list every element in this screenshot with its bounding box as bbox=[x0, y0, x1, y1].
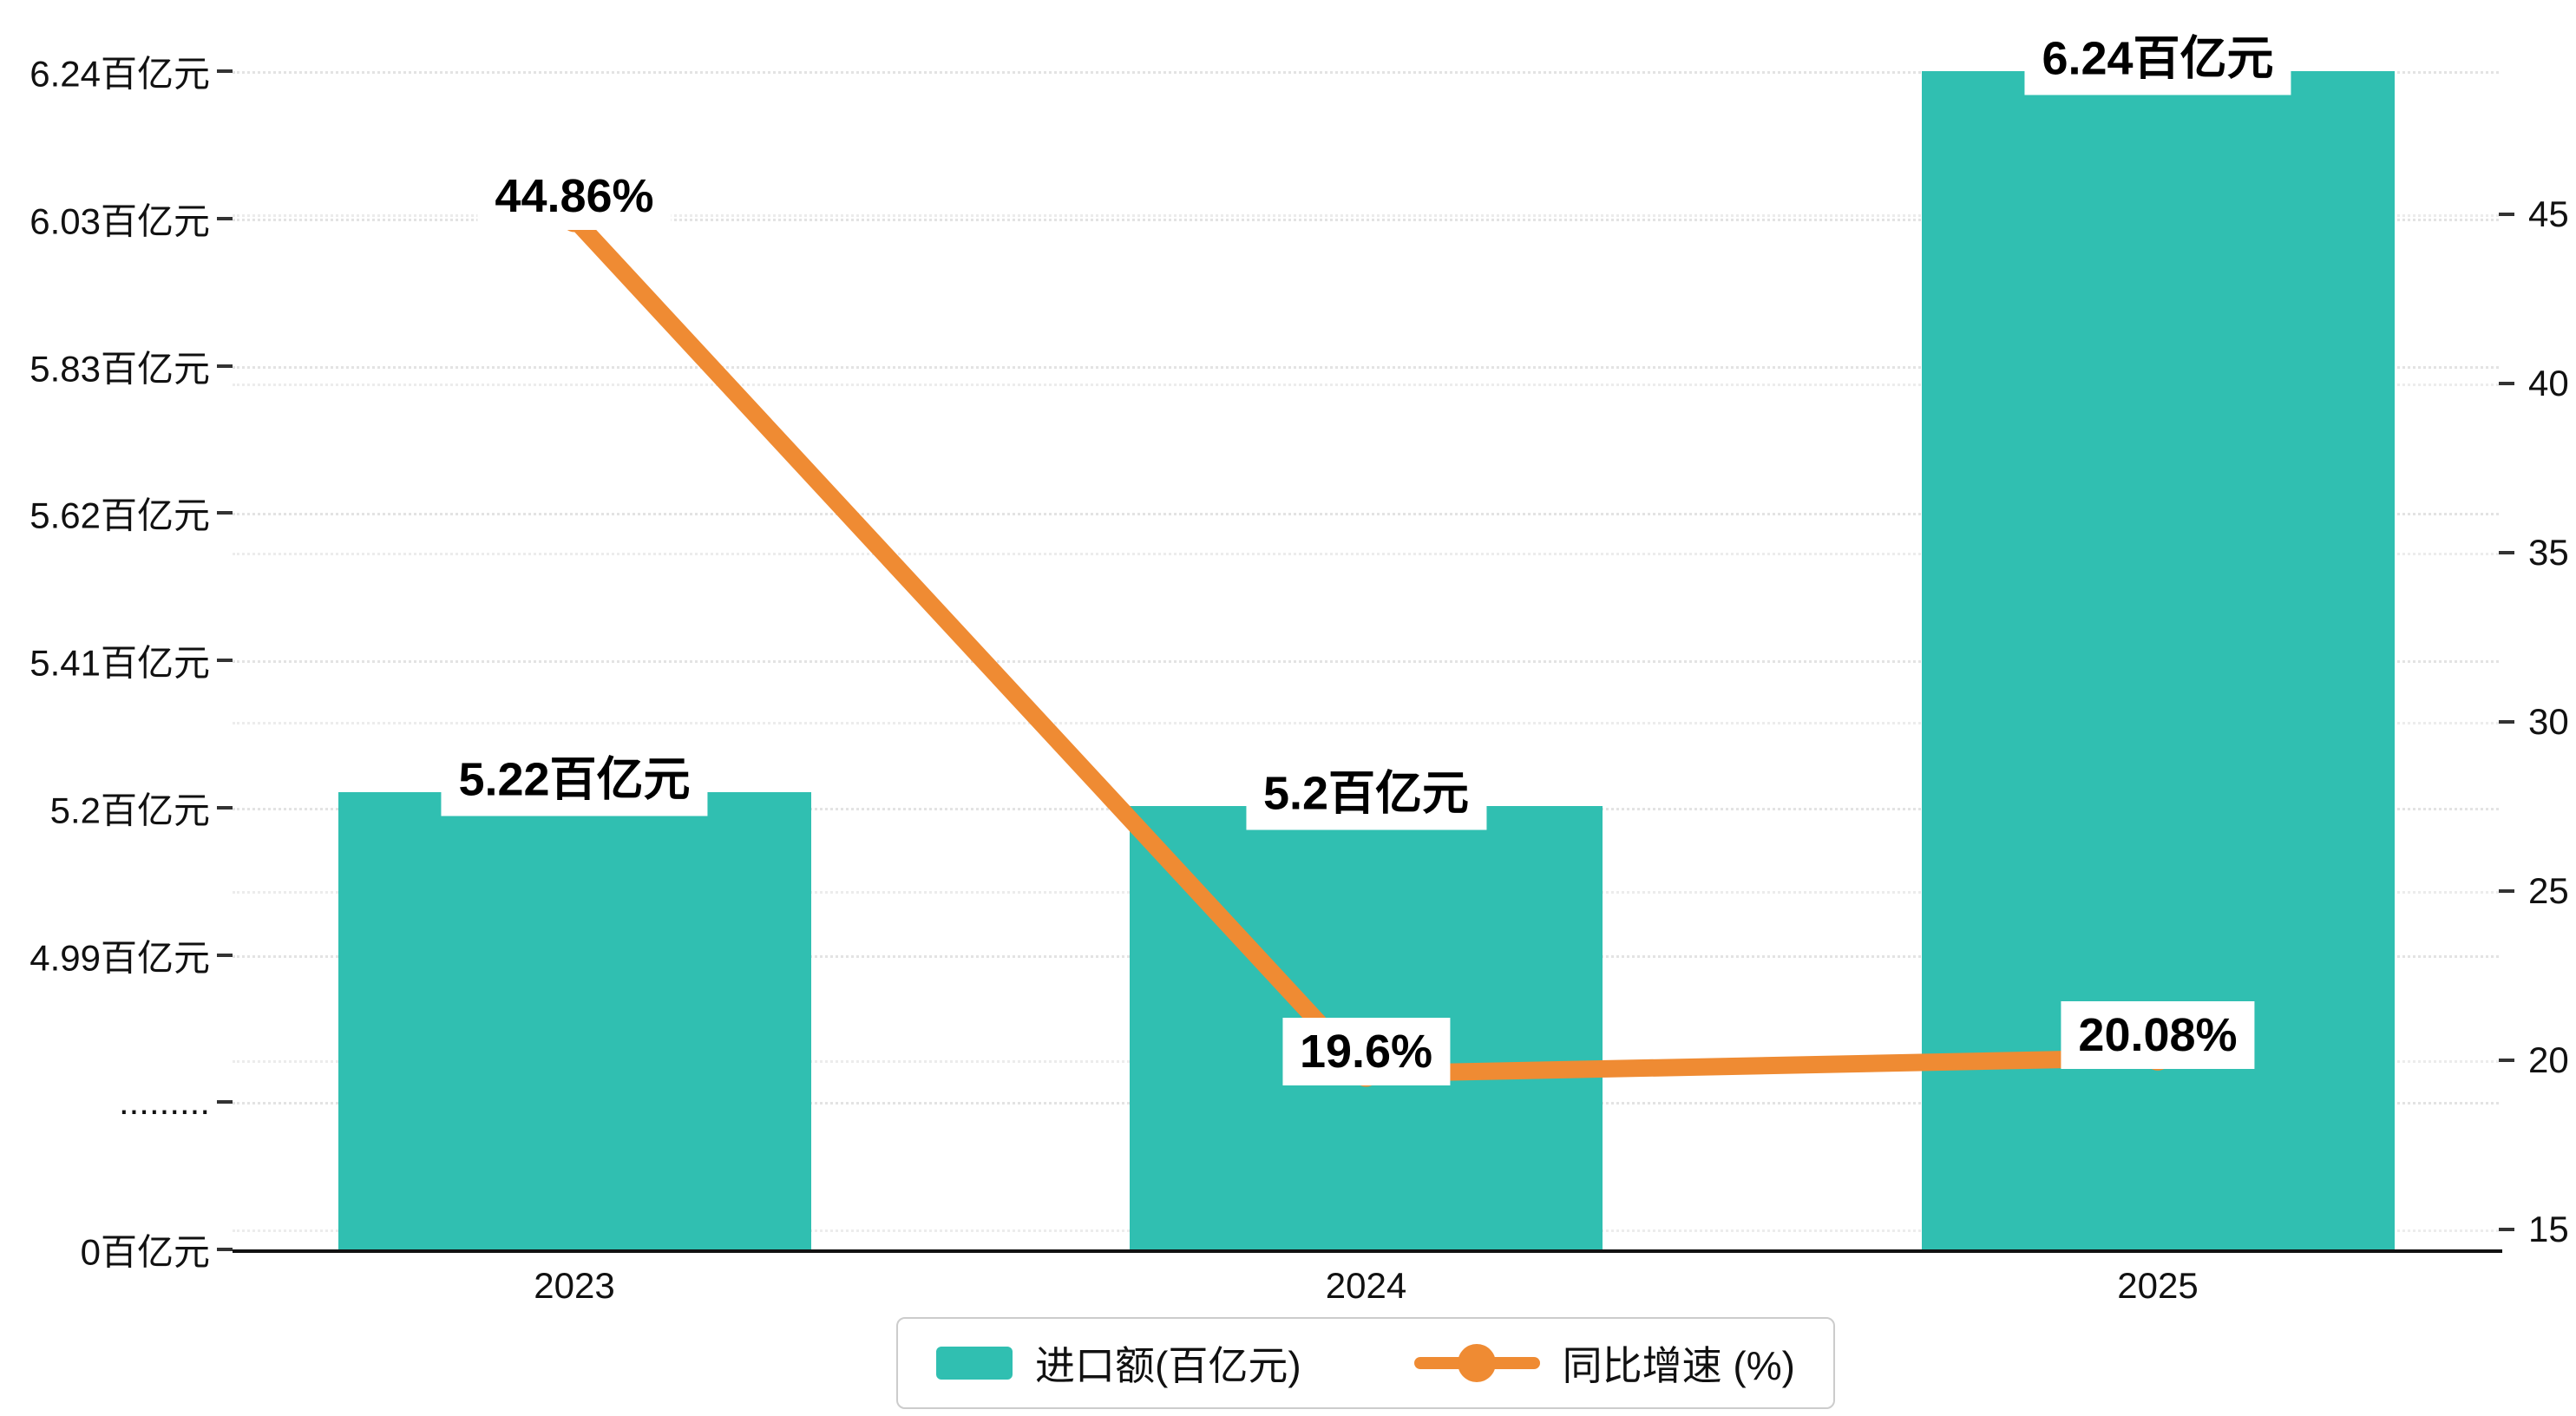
y-axis-right-tick-mark bbox=[2499, 213, 2514, 216]
y-axis-right-tick-mark bbox=[2499, 889, 2514, 893]
legend-label-imports: 进口额(百亿元) bbox=[1035, 1343, 1301, 1388]
y-axis-left-tick-label: ......... bbox=[118, 1081, 210, 1123]
y-axis-right-tick-mark bbox=[2499, 720, 2514, 724]
x-axis-line bbox=[233, 1249, 2502, 1253]
y-axis-right-tick-label: 40 bbox=[2528, 363, 2569, 403]
y-axis-left-tick-mark bbox=[217, 953, 233, 957]
y-axis-left-tick-mark bbox=[217, 216, 233, 220]
y-axis-right-tick-label: 20 bbox=[2528, 1039, 2569, 1080]
y-axis-left-tick-mark bbox=[217, 805, 233, 810]
bar-value-label-2024: 5.2百亿元 bbox=[1245, 747, 1487, 830]
bar-2023[interactable] bbox=[338, 792, 811, 1249]
x-axis-label-2023: 2023 bbox=[534, 1265, 615, 1306]
bar-value-label-2023: 5.22百亿元 bbox=[441, 733, 708, 816]
y-axis-left-tick-label: 5.2百亿元 bbox=[49, 790, 210, 831]
line-series-marker-icon bbox=[1413, 1344, 1540, 1382]
y-axis-right-tick-mark bbox=[2499, 1059, 2514, 1062]
y-axis-right-tick-label: 45 bbox=[2528, 193, 2569, 234]
y-axis-right-tick-label: 35 bbox=[2528, 532, 2569, 573]
y-axis-left-tick-mark bbox=[217, 69, 233, 73]
y-axis-right-tick-label: 30 bbox=[2528, 701, 2569, 742]
legend-label-growth: 同比增速 (%) bbox=[1562, 1343, 1795, 1388]
y-axis-left-tick-label: 5.41百亿元 bbox=[29, 642, 210, 684]
bar-value-label-2025: 6.24百亿元 bbox=[2024, 12, 2291, 95]
y-axis-left-tick-label: 0百亿元 bbox=[80, 1231, 210, 1273]
y-axis-left-tick-label: 5.62百亿元 bbox=[29, 495, 210, 536]
legend-item-imports[interactable]: 进口额(百亿元) bbox=[936, 1334, 1301, 1392]
growth-value-label-2025: 20.08% bbox=[2061, 1000, 2255, 1069]
y-axis-right-tick-mark bbox=[2499, 382, 2514, 385]
y-axis-left-tick-mark bbox=[217, 1248, 233, 1251]
growth-value-label-2024: 19.6% bbox=[1281, 1017, 1451, 1085]
y-axis-left-tick-label: 4.99百亿元 bbox=[29, 937, 210, 978]
x-axis-label-2025: 2025 bbox=[2117, 1265, 2199, 1306]
bar-series-swatch-icon bbox=[936, 1347, 1013, 1380]
y-axis-right-tick-mark bbox=[2499, 551, 2514, 554]
y-axis-right-tick-label: 15 bbox=[2528, 1209, 2569, 1249]
y-axis-left-tick-mark bbox=[217, 659, 233, 662]
legend: 进口额(百亿元) 同比增速 (%) bbox=[896, 1317, 1835, 1409]
y-axis-right-tick-mark bbox=[2499, 1228, 2514, 1231]
y-axis-left-tick-label: 5.83百亿元 bbox=[29, 348, 210, 389]
growth-line[interactable] bbox=[566, 210, 2166, 1083]
legend-item-growth[interactable]: 同比增速 (%) bbox=[1413, 1334, 1795, 1392]
y-axis-left-tick-mark bbox=[217, 364, 233, 368]
line-series-dot-icon bbox=[1458, 1344, 1497, 1382]
y-axis-left-tick-mark bbox=[217, 1100, 233, 1105]
y-axis-right-tick-label: 25 bbox=[2528, 870, 2569, 911]
x-axis-label-2024: 2024 bbox=[1325, 1265, 1407, 1306]
y-axis-left-tick-mark bbox=[217, 511, 233, 515]
y-axis-left-tick-label: 6.24百亿元 bbox=[29, 53, 210, 95]
y-axis-left-tick-label: 6.03百亿元 bbox=[29, 200, 210, 242]
growth-value-label-2023: 44.86% bbox=[477, 162, 672, 231]
